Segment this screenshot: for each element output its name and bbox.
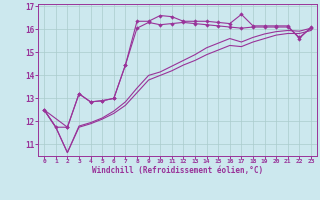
X-axis label: Windchill (Refroidissement éolien,°C): Windchill (Refroidissement éolien,°C) (92, 166, 263, 175)
